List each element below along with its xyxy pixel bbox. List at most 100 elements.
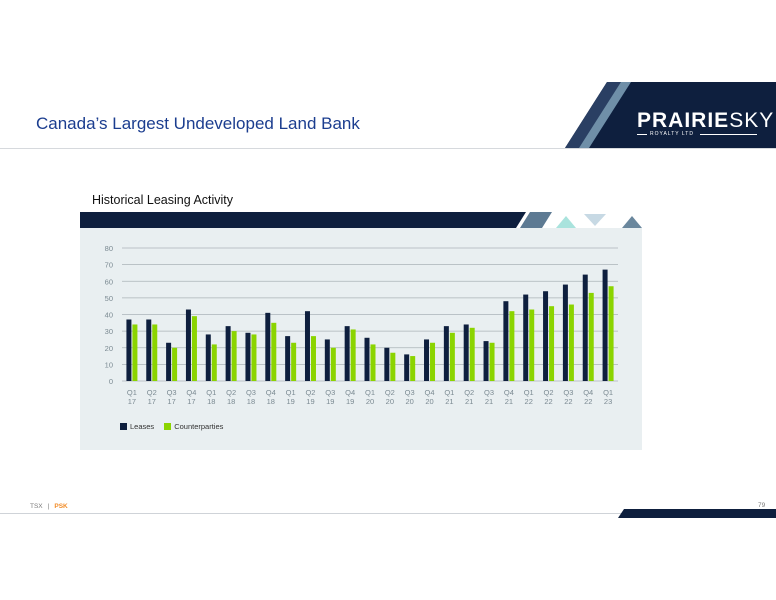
x-tick-label-quarter: Q1 bbox=[206, 388, 216, 397]
teal-triangle-icon bbox=[556, 216, 576, 228]
counterparties-bar bbox=[191, 316, 197, 381]
leases-bar bbox=[463, 324, 469, 381]
logo-rule-left bbox=[637, 134, 647, 135]
x-tick-label-quarter: Q2 bbox=[147, 388, 157, 397]
x-tick-label-year: 18 bbox=[227, 397, 235, 406]
x-tick-label-year: 18 bbox=[207, 397, 215, 406]
x-tick-label-year: 23 bbox=[604, 397, 612, 406]
counterparties-bar bbox=[430, 342, 436, 381]
leases-bar bbox=[443, 326, 449, 381]
chart-title: Historical Leasing Activity bbox=[92, 193, 234, 207]
counterparties-bar bbox=[509, 311, 515, 381]
leases-bar bbox=[285, 336, 291, 381]
legend-label: Counterparties bbox=[174, 422, 224, 431]
pale-triangle-icon bbox=[584, 214, 606, 226]
x-tick-label-year: 17 bbox=[167, 397, 175, 406]
x-tick-label-quarter: Q2 bbox=[464, 388, 474, 397]
leases-bar bbox=[582, 274, 588, 381]
leases-bar bbox=[225, 326, 231, 381]
x-tick-label-quarter: Q1 bbox=[365, 388, 375, 397]
leases-bar bbox=[404, 354, 410, 381]
logo-subtitle: ROYALTY LTD bbox=[650, 131, 694, 137]
counterparties-bar bbox=[152, 324, 158, 381]
leases-bar bbox=[384, 347, 390, 381]
counterparties-bar bbox=[489, 342, 495, 381]
logo-name-light: SKY bbox=[729, 109, 775, 132]
counterparties-bar bbox=[370, 344, 376, 381]
x-tick-label-quarter: Q3 bbox=[167, 388, 177, 397]
x-tick-label-year: 19 bbox=[346, 397, 354, 406]
x-tick-label-year: 21 bbox=[505, 397, 513, 406]
leases-bar bbox=[245, 332, 251, 381]
x-tick-label-year: 22 bbox=[584, 397, 592, 406]
stock-ticker: TSX | PSK bbox=[30, 503, 68, 510]
y-tick-label: 20 bbox=[105, 344, 113, 353]
y-tick-label: 40 bbox=[105, 311, 113, 320]
x-tick-label-quarter: Q1 bbox=[127, 388, 137, 397]
y-tick-label: 50 bbox=[105, 294, 113, 303]
y-tick-label: 0 bbox=[109, 377, 113, 386]
legend-label: Leases bbox=[130, 422, 155, 431]
leasing-bar-chart: 01020304050607080Q117Q217Q317Q417Q118Q21… bbox=[105, 244, 618, 406]
chart-panel bbox=[80, 228, 642, 450]
x-tick-label-quarter: Q4 bbox=[266, 388, 276, 397]
x-tick-label-quarter: Q1 bbox=[286, 388, 296, 397]
y-tick-label: 30 bbox=[105, 327, 113, 336]
counterparties-bar bbox=[231, 331, 237, 381]
counterparties-bar bbox=[588, 292, 594, 381]
x-tick-label-quarter: Q2 bbox=[305, 388, 315, 397]
logo-rule-right bbox=[700, 134, 757, 135]
slide-title: Canada’s Largest Undeveloped Land Bank bbox=[36, 114, 360, 133]
counterparties-bar bbox=[608, 286, 614, 381]
leases-bar bbox=[344, 326, 350, 381]
leases-bar bbox=[324, 339, 330, 381]
x-tick-label-quarter: Q3 bbox=[563, 388, 573, 397]
counterparties-bar bbox=[350, 329, 356, 381]
leases-bar bbox=[503, 301, 509, 381]
x-tick-label-year: 19 bbox=[286, 397, 294, 406]
x-tick-label-year: 18 bbox=[247, 397, 255, 406]
x-tick-label-quarter: Q3 bbox=[246, 388, 256, 397]
counterparties-bar bbox=[330, 347, 336, 381]
x-tick-label-year: 22 bbox=[544, 397, 552, 406]
counterparties-bar bbox=[390, 352, 396, 381]
chart-legend: Leases Counterparties bbox=[120, 422, 223, 431]
x-tick-label-quarter: Q2 bbox=[226, 388, 236, 397]
x-tick-label-year: 20 bbox=[366, 397, 374, 406]
exchange-label: TSX bbox=[30, 503, 43, 510]
counterparties-bar bbox=[291, 342, 297, 381]
counterparties-bar bbox=[410, 356, 416, 381]
x-tick-label-year: 20 bbox=[406, 397, 414, 406]
x-tick-label-quarter: Q2 bbox=[385, 388, 395, 397]
slate-triangle-icon bbox=[622, 216, 642, 228]
x-tick-label-year: 22 bbox=[525, 397, 533, 406]
x-tick-label-quarter: Q4 bbox=[186, 388, 196, 397]
leases-bar bbox=[424, 339, 430, 381]
x-tick-label-quarter: Q4 bbox=[583, 388, 593, 397]
footer-band bbox=[618, 509, 776, 518]
x-tick-label-year: 21 bbox=[485, 397, 493, 406]
leases-bar bbox=[602, 269, 608, 381]
x-tick-label-quarter: Q2 bbox=[544, 388, 554, 397]
x-tick-label-year: 20 bbox=[425, 397, 433, 406]
leases-bar bbox=[126, 319, 132, 381]
x-tick-label-year: 19 bbox=[306, 397, 314, 406]
logo-banner bbox=[565, 82, 776, 148]
x-tick-label-year: 17 bbox=[128, 397, 136, 406]
x-tick-label-quarter: Q3 bbox=[484, 388, 494, 397]
y-tick-label: 10 bbox=[105, 360, 113, 369]
leases-bar bbox=[166, 342, 172, 381]
leases-bar bbox=[146, 319, 152, 381]
counterparties-bar bbox=[469, 327, 475, 381]
legend-item: Counterparties bbox=[164, 422, 223, 431]
x-tick-label-year: 21 bbox=[445, 397, 453, 406]
header-divider bbox=[0, 148, 776, 149]
counterparties-bar bbox=[132, 324, 138, 381]
x-tick-label-year: 17 bbox=[187, 397, 195, 406]
counterparties-bar bbox=[211, 344, 217, 381]
x-tick-label-quarter: Q1 bbox=[524, 388, 534, 397]
x-tick-label-quarter: Q4 bbox=[425, 388, 435, 397]
x-tick-label-quarter: Q3 bbox=[325, 388, 335, 397]
counterparties-bar bbox=[251, 334, 257, 381]
y-tick-label: 70 bbox=[105, 261, 113, 270]
